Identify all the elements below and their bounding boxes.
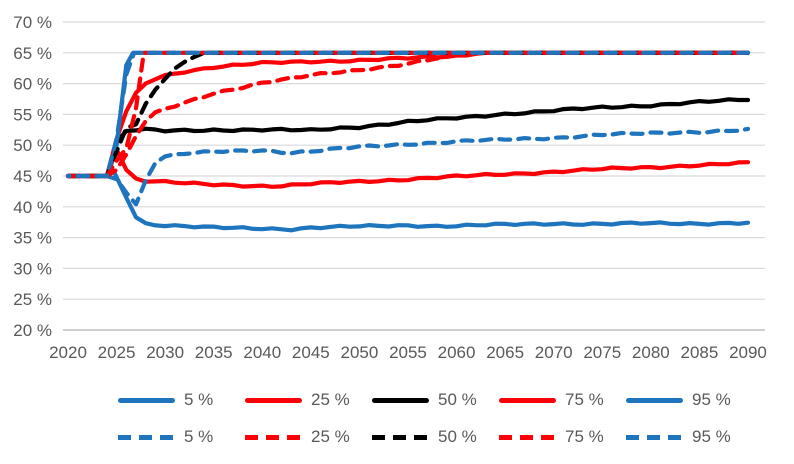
x-tick-label: 2065 <box>486 343 524 362</box>
plot-area: 70 % 65 % 60 % 55 % 50 % 45 % 40 % 35 % 30 % 25 %… <box>13 13 767 362</box>
legend-row-dashed: 5 % 25 % 50 % 75 % 95 % <box>118 427 778 447</box>
legend-solid-line-swatch <box>118 397 175 403</box>
series-line-p50-solid <box>65 97 751 179</box>
series-line-p25-solid <box>65 147 751 189</box>
legend-dashed-line-swatch <box>118 434 175 440</box>
x-tick-label: 2080 <box>632 343 670 362</box>
y-tick-label: 55 % <box>13 105 52 124</box>
legend-dashed-line-swatch <box>626 434 683 440</box>
x-tick-label: 2030 <box>146 343 184 362</box>
legend-label: 75 % <box>565 390 604 409</box>
y-tick-label: 35 % <box>13 229 52 248</box>
legend-dashed-line-swatch <box>499 434 556 440</box>
legend-item-dashed-95%: 95 % <box>626 427 753 447</box>
legend-item-solid-5%: 5 % <box>118 390 245 410</box>
series-line-p95-dashed <box>65 50 751 179</box>
legend-item-solid-95%: 95 % <box>626 390 753 410</box>
legend-item-solid-50%: 50 % <box>372 390 499 410</box>
legend-label: 25 % <box>311 390 350 409</box>
y-tick-label: 65 % <box>13 44 52 63</box>
y-tick-label: 20 % <box>13 321 52 340</box>
y-tick-label: 70 % <box>13 13 52 32</box>
legend-solid-line-swatch <box>245 397 302 403</box>
legend-item-dashed-50%: 50 % <box>372 427 499 447</box>
legend-dashed-line-swatch <box>372 434 429 440</box>
legend-dashed-line-swatch <box>245 434 302 440</box>
legend-label: 50 % <box>438 390 477 409</box>
x-tick-label: 2020 <box>49 343 87 362</box>
legend-item-dashed-5%: 5 % <box>118 427 245 447</box>
x-tick-label: 2070 <box>535 343 573 362</box>
x-tick-label: 2055 <box>389 343 427 362</box>
x-tick-label: 2085 <box>680 343 718 362</box>
legend-label: 5 % <box>184 427 214 446</box>
legend-item-dashed-75%: 75 % <box>499 427 626 447</box>
legend-label: 75 % <box>565 427 604 446</box>
y-tick-label: 50 % <box>13 136 52 155</box>
legend-label: 25 % <box>311 427 350 446</box>
x-tick-label: 2075 <box>583 343 621 362</box>
series-line-p5-solid <box>65 169 751 233</box>
chart-legend: 5 % 25 % 50 % 75 % 95 % 5 % 25 % 50 % 75 % 95 % <box>118 390 778 464</box>
y-tick-label: 25 % <box>13 290 52 309</box>
legend-item-dashed-25%: 25 % <box>245 427 372 447</box>
legend-label: 5 % <box>184 390 214 409</box>
legend-solid-line-swatch <box>499 397 556 403</box>
legend-solid-line-swatch <box>626 397 683 403</box>
x-tick-label: 2025 <box>98 343 136 362</box>
legend-label: 95 % <box>692 390 731 409</box>
y-tick-label: 60 % <box>13 75 52 94</box>
legend-label: 95 % <box>692 427 731 446</box>
y-tick-label: 30 % <box>13 259 52 278</box>
legend-row-solid: 5 % 25 % 50 % 75 % 95 % <box>118 390 778 410</box>
series-line-p5-dashed <box>65 126 751 207</box>
legend-item-solid-75%: 75 % <box>499 390 626 410</box>
legend-item-solid-25%: 25 % <box>245 390 372 410</box>
x-tick-label: 2035 <box>195 343 233 362</box>
y-tick-label: 40 % <box>13 198 52 217</box>
x-tick-label: 2050 <box>341 343 379 362</box>
x-tick-label: 2040 <box>243 343 281 362</box>
legend-solid-line-swatch <box>372 397 429 403</box>
y-tick-label: 45 % <box>13 167 52 186</box>
x-tick-label: 2090 <box>729 343 767 362</box>
legend-label: 50 % <box>438 427 477 446</box>
x-tick-label: 2060 <box>438 343 476 362</box>
x-tick-label: 2045 <box>292 343 330 362</box>
